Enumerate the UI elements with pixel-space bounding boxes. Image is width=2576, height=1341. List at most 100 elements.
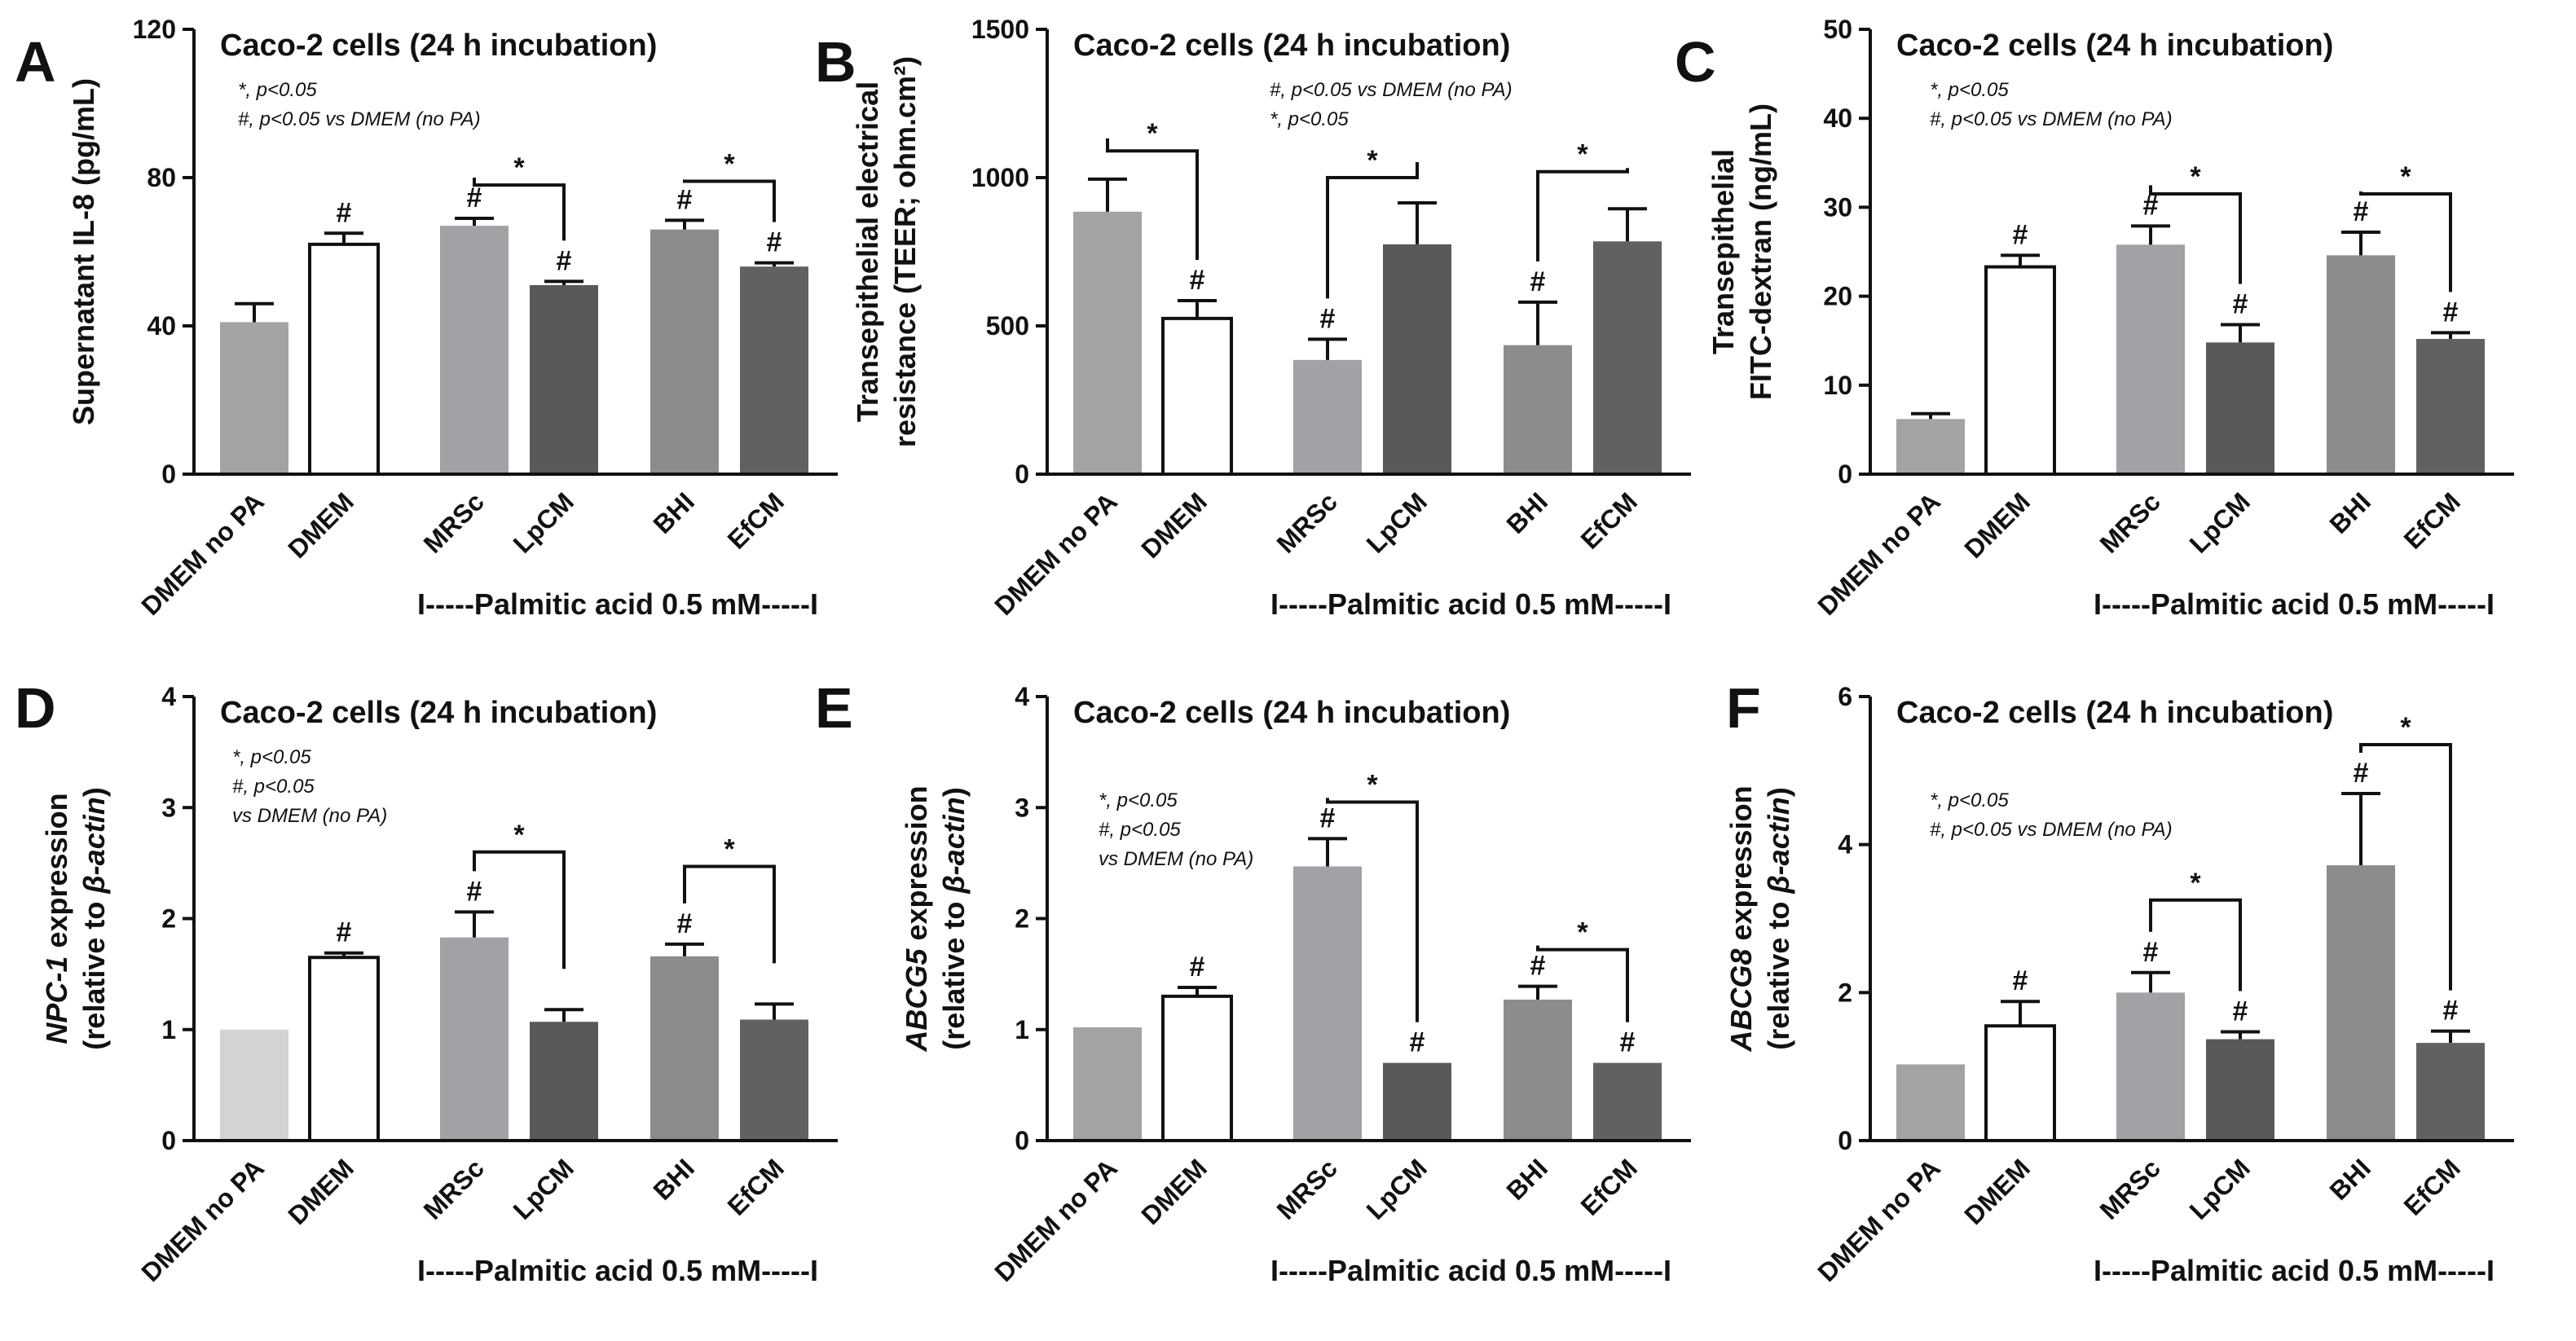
significance-hash: # [2013,219,2028,250]
significance-bracket [1326,161,1419,299]
y-axis-label: FITC-dextran (ng/mL) [1744,103,1777,400]
significance-note: #, p<0.05 vs DMEM (no PA) [1930,108,2173,130]
y-axis-label: ABCG5 expression [900,785,933,1052]
y-tick-label: 40 [1823,103,1852,133]
bar-bhi [1504,345,1572,474]
significance-star: * [2190,868,2201,899]
bar-dmem-no-pa [1896,1064,1965,1141]
y-tick-label: 3 [161,793,176,822]
significance-hash: # [2354,196,2369,227]
y-tick-label: 500 [986,311,1029,341]
bar-bhi [650,956,719,1141]
x-tick-label: BHI [648,1153,700,1205]
y-tick-label: 2 [1015,904,1029,934]
x-tick-label: BHI [2324,486,2376,539]
y-tick-label: 4 [1015,682,1029,711]
significance-star: * [1367,769,1378,800]
significance-bracket [2359,743,2452,991]
significance-bracket [2149,185,2242,284]
panel-letter: A [15,30,56,94]
bar-mrsc [440,226,509,474]
y-axis-label: ABCG8 expression [1724,785,1758,1052]
y-tick-label: 20 [1823,282,1852,311]
significance-bracket [683,864,776,964]
panel-a: A Caco-2 cells (24 h incubation) 0 40 80 120 S… [15,15,838,621]
significance-hash: # [1320,303,1336,334]
x-tick-label: MRSc [418,1153,490,1224]
significance-hash: # [2233,996,2248,1027]
bar-dmem-no-pa [1073,211,1142,474]
bar-bhi [1504,999,1572,1141]
panel-letter: B [815,30,856,94]
x-tick-label: MRSc [1271,486,1343,558]
significance-note: *, p<0.05 [1930,789,2009,811]
bar-dmem-no-pa [1073,1027,1142,1141]
significance-bracket [473,850,566,969]
x-tick-label: DMEM [1958,486,2036,564]
bar-bhi [650,229,719,474]
significance-hash: # [2443,297,2459,328]
y-tick-label: 2 [161,904,176,934]
y-axis-label: Transepithelial electrical [851,81,884,422]
bar-lpcm [530,1022,598,1141]
x-tick-label: DMEM no PA [1812,486,1946,621]
bar-lpcm [2206,1039,2274,1141]
panel-letter: E [815,676,853,740]
significance-note: #, p<0.05 vs DMEM (no PA) [238,108,481,130]
panel-c: C Caco-2 cells (24 h incubation) 0 10 20 30 40… [1675,15,2514,621]
bar-bhi [2327,255,2395,474]
significance-hash: # [2143,937,2159,968]
y-tick-label: 0 [1838,459,1852,489]
significance-hash: # [1530,951,1546,982]
group-label: I-----Palmitic acid 0.5 mM-----I [1270,1254,1671,1287]
group-label: I-----Palmitic acid 0.5 mM-----I [2094,587,2495,621]
significance-note: *, p<0.05 [1270,108,1349,130]
significance-hash: # [677,184,693,215]
x-tick-label: MRSc [418,486,490,558]
significance-hash: # [1530,266,1546,297]
significance-bracket [2359,191,2452,292]
significance-bracket [1536,945,1629,1022]
y-tick-label: 120 [133,15,176,44]
significance-star: * [513,152,525,183]
significance-hash: # [1190,952,1205,983]
bar-dmem [1161,994,1233,1142]
significance-star: * [1577,917,1588,948]
group-label: I-----Palmitic acid 0.5 mM-----I [417,587,818,621]
significance-star: * [513,820,525,851]
significance-bracket [1106,138,1199,261]
bar-lpcm [530,284,598,474]
significance-star: * [1147,118,1158,149]
x-tick-label: EfCM [2398,1153,2466,1220]
bar-lpcm [1383,1062,1451,1141]
y-tick-label: 0 [1015,1126,1029,1155]
y-tick-label: 4 [1838,830,1852,860]
x-tick-label: LpCM [508,486,579,558]
x-tick-label: BHI [2324,1153,2376,1205]
significance-hash: # [337,197,352,228]
bar-lpcm [1383,244,1451,474]
significance-note: #, p<0.05 [1099,819,1181,841]
bar-efcm [1593,1062,1662,1141]
significance-note: *, p<0.05 [1099,789,1178,811]
bar-mrsc [2116,244,2185,474]
significance-bracket [473,178,566,241]
bar-efcm [2416,339,2485,474]
x-tick-label: LpCM [508,1153,579,1224]
bar-bhi [2327,865,2395,1141]
x-tick-label: MRSc [2094,486,2166,558]
significance-note: #, p<0.05 vs DMEM (no PA) [1930,819,2173,841]
x-tick-label: EfCM [722,486,790,554]
y-tick-label: 1000 [971,163,1029,192]
x-tick-label: LpCM [2184,486,2256,558]
bar-dmem-no-pa [220,322,288,474]
x-tick-label: DMEM [1958,1153,2036,1230]
bar-efcm [1593,241,1662,474]
bar-mrsc [1293,866,1362,1141]
x-tick-label: DMEM no PA [1812,1153,1946,1287]
significance-hash: # [1620,1027,1636,1058]
x-tick-label: EfCM [2398,486,2466,554]
y-tick-label: 2 [1838,978,1852,1007]
chart-title: Caco-2 cells (24 h incubation) [1073,696,1510,730]
